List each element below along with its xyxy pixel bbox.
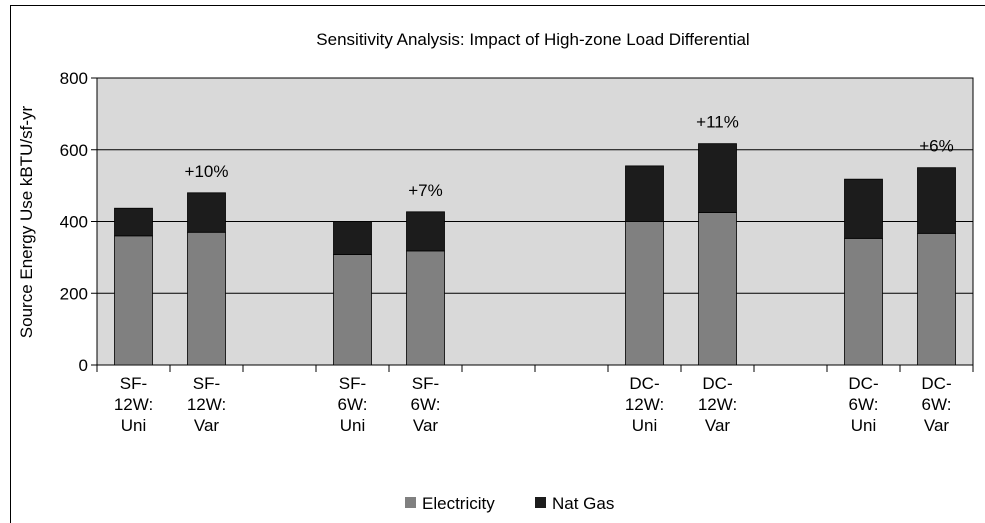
bar-segment — [625, 221, 664, 366]
legend-label: Electricity — [422, 494, 495, 513]
bar-segment — [917, 232, 956, 366]
bar-segment — [406, 250, 445, 366]
x-tick-label: SF-12W: Uni — [114, 374, 153, 435]
bar-segment — [844, 178, 883, 239]
x-tick-label: DC-12W: Uni — [625, 374, 664, 435]
y-tick-label: 800 — [60, 69, 88, 88]
bar-segment — [917, 167, 956, 234]
bar-segment — [114, 207, 153, 237]
bar-segment — [187, 231, 226, 366]
legend-swatch — [535, 497, 546, 508]
bar-segment — [625, 165, 664, 222]
y-tick-label: 400 — [60, 213, 88, 232]
bar-segment — [114, 235, 153, 366]
y-tick-label: 0 — [79, 356, 88, 375]
x-tick-label: DC-12W: Var — [698, 374, 737, 435]
bar-segment — [698, 212, 737, 366]
chart-title: Sensitivity Analysis: Impact of High-zon… — [316, 30, 749, 49]
annotation: +7% — [408, 181, 443, 200]
y-tick-label: 200 — [60, 284, 88, 303]
legend-label: Nat Gas — [552, 494, 614, 513]
x-tick-label: SF-6W: Uni — [338, 374, 368, 435]
annotation: +10% — [185, 162, 229, 181]
x-tick-label: SF-12W: Var — [187, 374, 226, 435]
y-axis-label: Source Energy Use kBTU/sf-yr — [17, 105, 36, 338]
bar-segment — [333, 221, 372, 255]
bar-segment — [333, 254, 372, 366]
annotation: +6% — [919, 137, 954, 156]
x-tick-label: DC-6W: Uni — [848, 374, 878, 435]
x-tick-label: DC-6W: Var — [921, 374, 951, 435]
bar-segment — [698, 143, 737, 213]
bar-segment — [187, 192, 226, 233]
x-tick-label: SF-6W: Var — [411, 374, 441, 435]
bar-segment — [844, 237, 883, 366]
legend-swatch — [405, 497, 416, 508]
bar-segment — [406, 211, 445, 252]
y-tick-label: 600 — [60, 141, 88, 160]
annotation: +11% — [696, 113, 739, 132]
